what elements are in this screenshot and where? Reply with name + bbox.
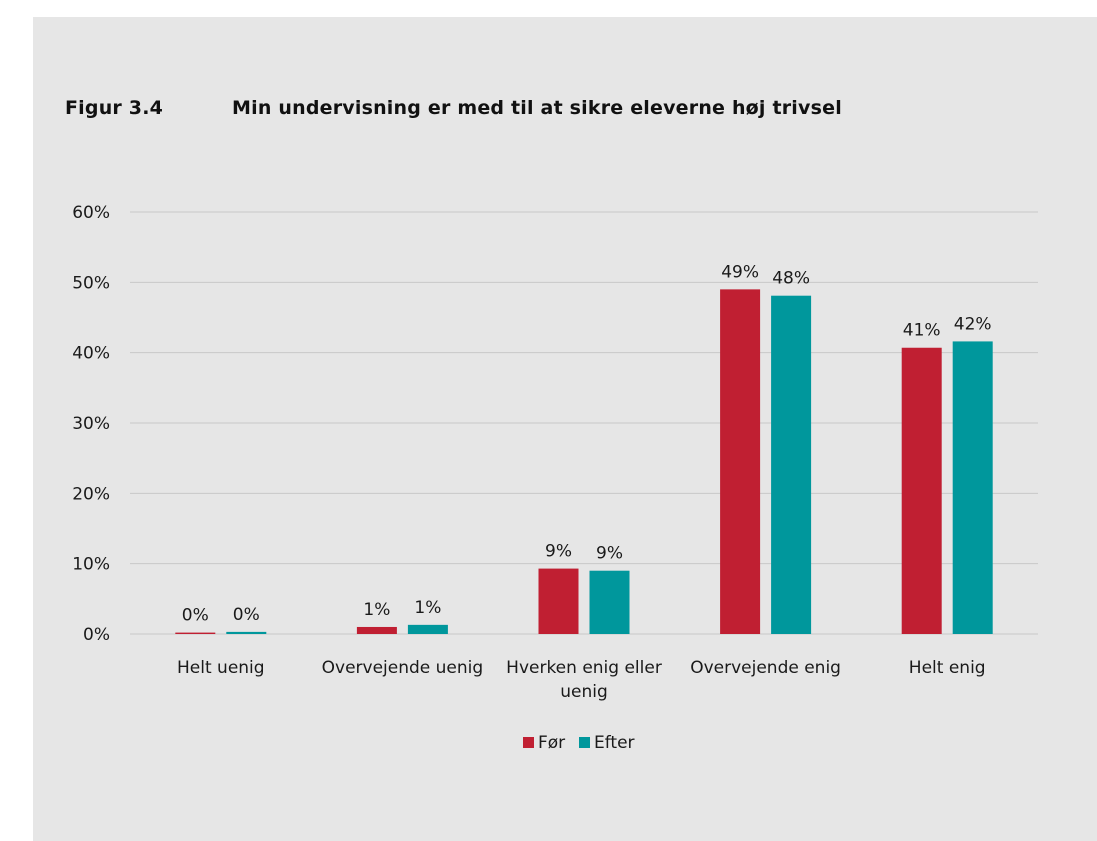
data-label: 0% bbox=[182, 606, 209, 626]
category-label: Overvejende enig bbox=[690, 658, 841, 678]
bar-efter bbox=[407, 624, 448, 634]
legend-label: Efter bbox=[594, 733, 635, 753]
legend-label: Før bbox=[538, 733, 565, 753]
data-label: 48% bbox=[772, 269, 810, 289]
bar-foer bbox=[720, 289, 761, 634]
category-label: uenig bbox=[560, 682, 608, 702]
bar-efter bbox=[952, 341, 993, 634]
bar-efter bbox=[589, 570, 630, 634]
data-label: 9% bbox=[596, 544, 623, 564]
legend-swatch bbox=[523, 737, 534, 748]
y-tick-label: 50% bbox=[72, 273, 110, 293]
y-tick-label: 30% bbox=[72, 414, 110, 434]
figure-header: Figur 3.4 Min undervisning er med til at… bbox=[33, 97, 1097, 133]
category-label: Helt uenig bbox=[177, 658, 265, 678]
bar-efter bbox=[226, 631, 267, 634]
data-label: 1% bbox=[363, 600, 390, 620]
category-label: Overvejende uenig bbox=[322, 658, 484, 678]
y-tick-label: 0% bbox=[83, 625, 110, 645]
bar-foer bbox=[356, 626, 397, 634]
y-tick-label: 40% bbox=[72, 344, 110, 364]
category-label: Helt enig bbox=[909, 658, 986, 678]
data-label: 0% bbox=[233, 605, 260, 625]
bar-foer bbox=[175, 632, 216, 634]
bar-foer bbox=[901, 347, 942, 634]
bar-foer bbox=[538, 568, 579, 634]
figure-title: Min undervisning er med til at sikre ele… bbox=[232, 97, 842, 119]
y-tick-label: 10% bbox=[72, 555, 110, 575]
legend-swatch bbox=[579, 737, 590, 748]
data-label: 9% bbox=[545, 542, 572, 562]
category-label: Hverken enig eller bbox=[506, 658, 662, 678]
data-label: 41% bbox=[903, 321, 941, 341]
y-tick-label: 60% bbox=[72, 203, 110, 223]
data-label: 42% bbox=[954, 314, 992, 334]
data-label: 1% bbox=[414, 598, 441, 618]
figure-number: Figur 3.4 bbox=[65, 97, 164, 119]
data-label: 49% bbox=[721, 262, 759, 282]
bar-efter bbox=[771, 295, 812, 634]
bar-chart: 0% 10% 20% 30% 40% 50% 60% 0% 0% Helt uenig 1% 1% Ov… bbox=[72, 203, 1038, 753]
y-tick-label: 20% bbox=[72, 484, 110, 504]
figure-panel: Figur 3.4 Min undervisning er med til at… bbox=[33, 17, 1097, 841]
